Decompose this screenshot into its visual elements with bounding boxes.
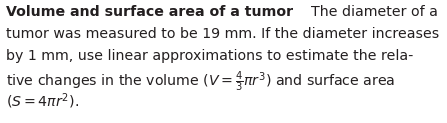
Text: tumor was measured to be 19 mm. If the diameter increases: tumor was measured to be 19 mm. If the d… bbox=[6, 27, 439, 41]
Text: The diameter of a: The diameter of a bbox=[293, 5, 438, 19]
Text: Volume and surface area of a tumor: Volume and surface area of a tumor bbox=[6, 5, 293, 19]
Text: by 1 mm, use linear approximations to estimate the rela-: by 1 mm, use linear approximations to es… bbox=[6, 49, 413, 63]
Text: $(S = 4\pi r^2).$: $(S = 4\pi r^2).$ bbox=[6, 91, 79, 111]
Text: tive changes in the volume $(V = \frac{4}{3}\pi r^3)$ and surface area: tive changes in the volume $(V = \frac{4… bbox=[6, 70, 396, 94]
